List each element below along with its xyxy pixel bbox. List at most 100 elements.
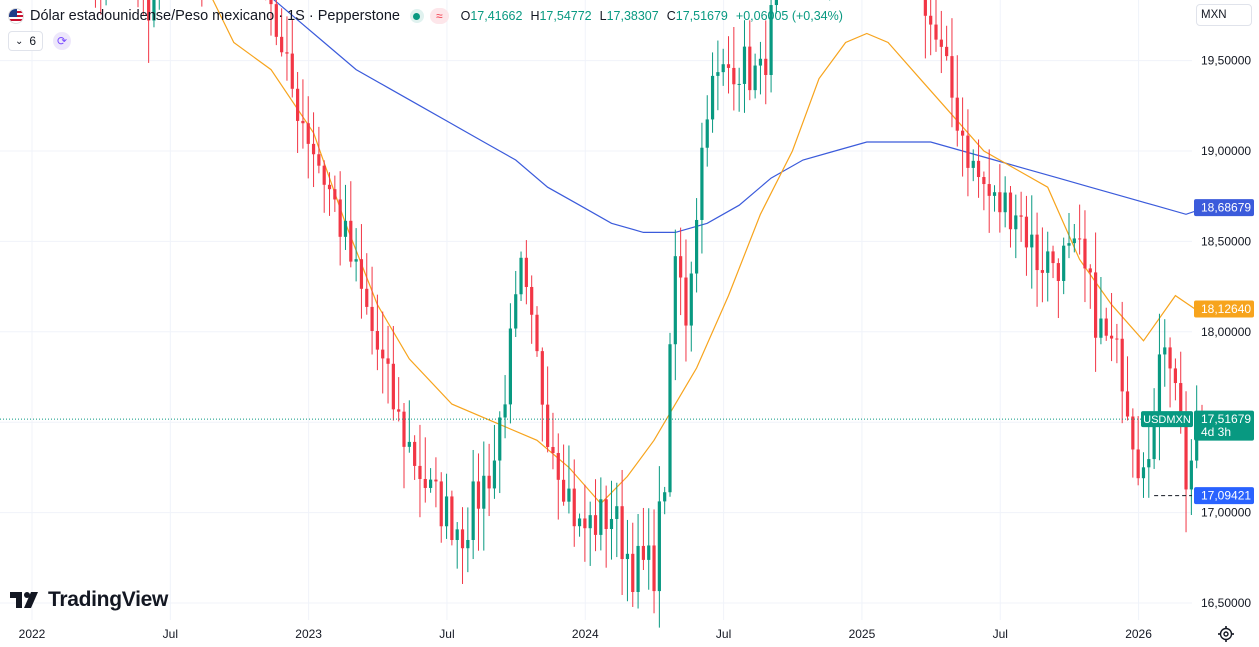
candle-body — [285, 52, 289, 54]
price-axis[interactable]: 16,5000017,0000017,5000018,0000018,50000… — [1194, 0, 1254, 610]
candle-body — [1083, 238, 1087, 269]
candle-body — [407, 441, 411, 447]
candle-body — [434, 479, 438, 482]
symbol-price-tag: USDMXN — [1141, 411, 1193, 428]
candle-body — [482, 475, 486, 509]
candle-body — [1109, 335, 1114, 339]
indicator-count: 6 — [29, 34, 37, 48]
candle-body — [668, 344, 672, 493]
candle-body — [365, 288, 369, 307]
high-value: 17,54772 — [539, 9, 592, 23]
candle-body — [945, 46, 949, 57]
low-price-label-bg — [1194, 487, 1254, 505]
candle-body — [1040, 270, 1044, 273]
candle-body — [1131, 416, 1135, 450]
candle-body — [1094, 272, 1098, 338]
candle-body — [530, 286, 534, 315]
candle-body — [1168, 347, 1172, 369]
candle-body — [615, 506, 619, 519]
candle-body — [1088, 268, 1092, 273]
indicators-toggle-button[interactable]: ⌄ 6 — [8, 31, 44, 51]
candlestick-series — [94, 0, 1204, 628]
last-price-label-value: 17,51679 — [1201, 412, 1251, 426]
market-status-icon[interactable] — [409, 9, 424, 23]
candle-body — [748, 46, 752, 91]
candle-body — [636, 545, 640, 593]
candle-body — [1152, 416, 1156, 460]
low-price-label: 17,09421 — [1194, 487, 1254, 505]
close-value: 17,51679 — [675, 9, 728, 23]
candle-body — [604, 499, 608, 530]
candle-body — [934, 24, 938, 40]
candle-body — [652, 545, 656, 592]
tradingview-logo[interactable]: TradingView — [10, 588, 168, 612]
candle-body — [1030, 234, 1034, 248]
candle-body — [444, 496, 449, 527]
open-value: 17,41662 — [470, 9, 523, 23]
candle-body — [673, 256, 677, 345]
candle-body — [492, 460, 497, 489]
tradingview-logo-icon — [10, 592, 38, 608]
candle-body — [774, 0, 778, 6]
candle-body — [758, 58, 763, 66]
candle-body — [317, 154, 321, 166]
symbol-title[interactable]: Dólar estadounidense/Peso mexicano · 1S … — [30, 8, 400, 24]
candle-body — [413, 441, 417, 466]
usd-flag-icon — [8, 8, 24, 24]
x-tick-label: Jul — [993, 627, 1008, 641]
last-price-label-countdown: 4d 3h — [1201, 425, 1231, 439]
candle-body — [1147, 459, 1151, 468]
candle-body — [764, 58, 768, 75]
low-price-label-value: 17,09421 — [1201, 489, 1251, 503]
candle-body — [519, 257, 523, 295]
candle-body — [466, 539, 470, 549]
candle-body — [354, 259, 358, 262]
candle-body — [311, 143, 316, 155]
candle-body — [381, 349, 385, 359]
candle-body — [1078, 238, 1082, 240]
candle-body — [1163, 347, 1167, 355]
gear-icon[interactable] — [1217, 625, 1235, 643]
candle-body — [327, 184, 332, 190]
y-tick-label: 18,50000 — [1201, 234, 1251, 248]
candle-body — [657, 501, 661, 592]
data-badge[interactable]: ≈ — [429, 8, 449, 24]
candle-body — [950, 56, 954, 98]
refresh-icon[interactable]: ⟳ — [53, 32, 72, 50]
x-tick-label: 2023 — [295, 627, 322, 641]
last-price-label-bg — [1194, 410, 1254, 441]
candle-body — [588, 515, 592, 529]
candle-body — [1104, 318, 1108, 336]
candle-body — [487, 475, 491, 489]
candle-body — [923, 0, 927, 16]
y-tick-label: 19,50000 — [1201, 54, 1251, 68]
currency-button[interactable]: MXN — [1196, 4, 1252, 26]
x-tick-label: 2022 — [19, 627, 46, 641]
ohlc-values: O17,41662 H17,54772 L17,38307 C17,51679 … — [460, 9, 843, 23]
x-tick-label: Jul — [716, 627, 731, 641]
change-value: +0,06005 (+0,34%) — [735, 9, 843, 23]
candle-body — [679, 256, 683, 278]
logo-text: TradingView — [48, 588, 169, 611]
candle-body — [296, 88, 300, 121]
candle-body — [971, 160, 975, 168]
candle-body — [423, 478, 427, 488]
candle-body — [556, 453, 560, 480]
candle-body — [609, 518, 614, 530]
candle-body — [1035, 234, 1039, 271]
ma-fast-price-label-bg — [1194, 300, 1254, 318]
candle-body — [1189, 460, 1193, 490]
candle-body — [535, 314, 539, 352]
candle-body — [306, 123, 310, 144]
candle-body — [961, 130, 965, 136]
time-axis[interactable]: 2022Jul2023Jul2024Jul2025Jul2026Jul — [19, 627, 1259, 641]
candle-body — [450, 496, 454, 541]
ma-slow-price-label-bg — [1194, 199, 1254, 217]
candle-body — [992, 192, 997, 196]
x-tick-label: 2024 — [572, 627, 599, 641]
candle-body — [1019, 215, 1023, 217]
candle-body — [280, 36, 284, 53]
candle-body — [1179, 383, 1183, 414]
